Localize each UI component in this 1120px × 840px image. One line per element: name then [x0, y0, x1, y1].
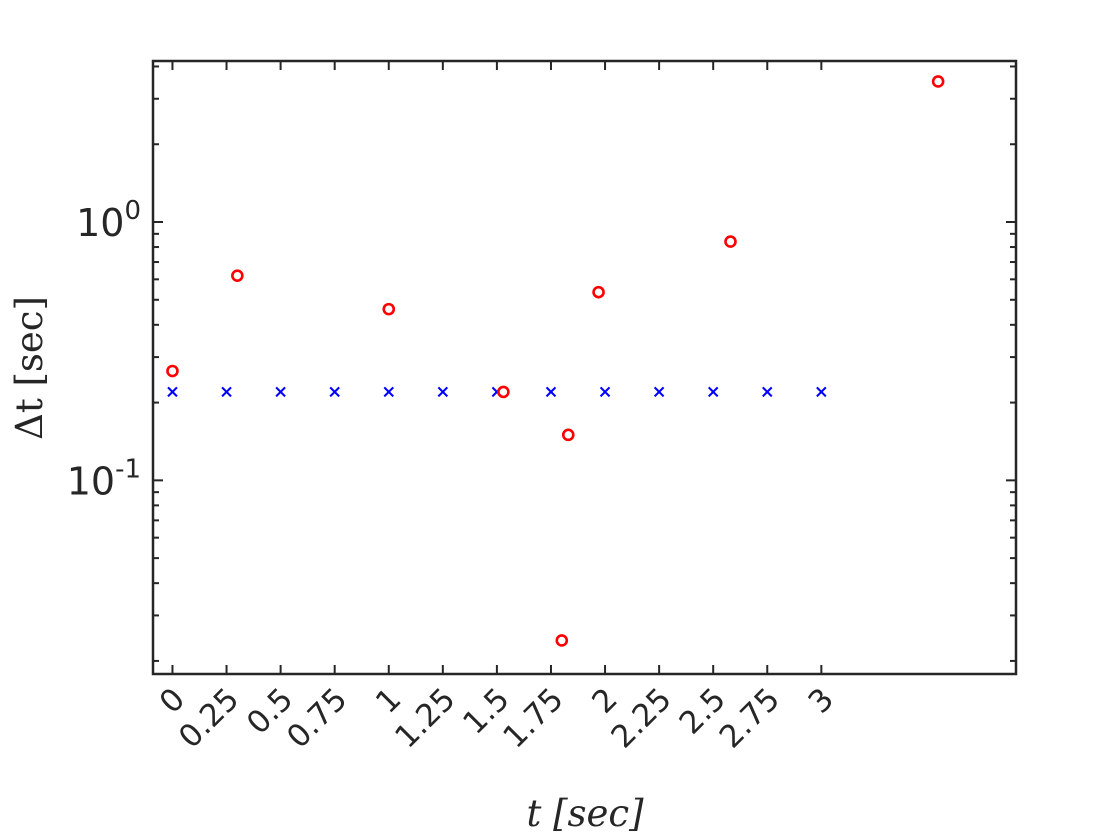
circle-marker: [592, 285, 605, 299]
circle-marker: [931, 75, 945, 88]
x-marker-stroke: [437, 386, 449, 398]
x-marker: [653, 386, 665, 398]
x-tick-label: 0.75: [280, 681, 354, 755]
x-tick-label: 1.25: [388, 681, 462, 755]
x-marker-stroke: [653, 386, 665, 398]
circle-marker: [166, 364, 179, 378]
x-marker-stroke: [762, 386, 773, 398]
x-marker-stroke: [599, 386, 611, 398]
circle-marker: [497, 385, 510, 399]
x-axis-label: t [sec]: [526, 792, 644, 835]
x-marker-stroke: [545, 386, 557, 398]
x-marker-stroke: [707, 386, 719, 398]
y-tick-label: 10-1: [67, 454, 141, 503]
x-marker-stroke: [167, 386, 178, 398]
plot-area: [151, 59, 1018, 676]
circle-marker: [382, 302, 396, 316]
markers-layer: [166, 75, 945, 647]
x-tick-label: 2.75: [713, 681, 787, 755]
x-marker-stroke: [221, 386, 232, 398]
circle-marker: [561, 428, 575, 442]
x-marker: [545, 386, 557, 398]
ticks-layer: [153, 61, 1016, 674]
x-marker-stroke: [275, 386, 286, 398]
circle-marker: [724, 235, 737, 248]
x-tick-label: 1.75: [496, 681, 570, 755]
x-marker: [329, 386, 340, 398]
x-marker: [816, 386, 827, 398]
x-marker: [762, 386, 773, 398]
x-marker: [599, 386, 611, 398]
x-marker-stroke: [329, 386, 340, 398]
x-marker: [383, 386, 394, 398]
x-marker: [275, 386, 286, 398]
y-tick-label: 100: [76, 196, 141, 245]
x-tick-label: 0.25: [172, 681, 246, 755]
y-axis-label: Δt [sec]: [8, 296, 51, 440]
x-tick-label: 2.25: [605, 681, 679, 755]
circle-marker: [231, 269, 244, 282]
x-marker: [437, 386, 449, 398]
x-marker: [167, 386, 178, 398]
x-tick-label: 3: [802, 681, 841, 720]
x-marker: [221, 386, 232, 398]
circle-marker: [555, 634, 569, 647]
x-marker: [707, 386, 719, 398]
x-marker-stroke: [816, 386, 827, 398]
x-marker-stroke: [383, 386, 394, 398]
